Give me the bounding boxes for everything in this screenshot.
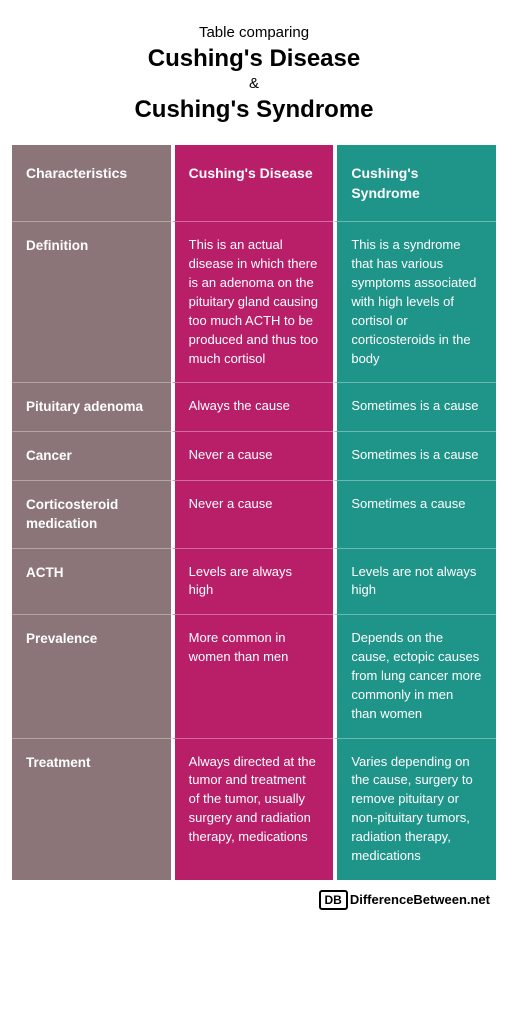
brand-label: DifferenceBetween.net [350,892,490,907]
cell-disease: Never a cause [171,432,334,481]
pretitle: Table comparing [16,24,492,41]
cell-disease: More common in women than men [171,615,334,738]
title-line-1: Cushing's Disease [16,43,492,74]
column-header-syndrome: Cushing's Syndrome [333,145,496,223]
cell-syndrome: Sometimes a cause [333,481,496,549]
cell-syndrome: Sometimes is a cause [333,432,496,481]
column-header-characteristics: Characteristics [12,145,171,223]
row-label: Treatment [12,739,171,880]
cell-disease: Levels are always high [171,549,334,616]
footer: DBDifferenceBetween.net [0,880,508,926]
column-header-disease: Cushing's Disease [171,145,334,223]
table-row: ACTH Levels are always high Levels are n… [12,549,496,616]
page-header: Table comparing Cushing's Disease & Cush… [0,0,508,145]
row-label: Prevalence [12,615,171,738]
logo-icon: DB [319,890,348,910]
table-row: Corticosteroid medication Never a cause … [12,481,496,549]
title-amp: & [16,74,492,94]
table-row: Treatment Always directed at the tumor a… [12,739,496,880]
cell-disease: Always directed at the tumor and treatme… [171,739,334,880]
row-label: Definition [12,222,171,383]
row-label: ACTH [12,549,171,616]
cell-disease: Never a cause [171,481,334,549]
table-header-row: Characteristics Cushing's Disease Cushin… [12,145,496,223]
row-label: Cancer [12,432,171,481]
row-label: Pituitary adenoma [12,383,171,432]
table-row: Pituitary adenoma Always the cause Somet… [12,383,496,432]
table-row: Cancer Never a cause Sometimes is a caus… [12,432,496,481]
cell-disease: This is an actual disease in which there… [171,222,334,383]
cell-disease: Always the cause [171,383,334,432]
table-row: Definition This is an actual disease in … [12,222,496,383]
cell-syndrome: Varies depending on the cause, surgery t… [333,739,496,880]
cell-syndrome: Sometimes is a cause [333,383,496,432]
row-label: Corticosteroid medication [12,481,171,549]
comparison-table: Characteristics Cushing's Disease Cushin… [0,145,508,880]
cell-syndrome: This is a syndrome that has various symp… [333,222,496,383]
cell-syndrome: Depends on the cause, ectopic causes fro… [333,615,496,738]
cell-syndrome: Levels are not always high [333,549,496,616]
title-line-2: Cushing's Syndrome [16,94,492,125]
table-row: Prevalence More common in women than men… [12,615,496,738]
